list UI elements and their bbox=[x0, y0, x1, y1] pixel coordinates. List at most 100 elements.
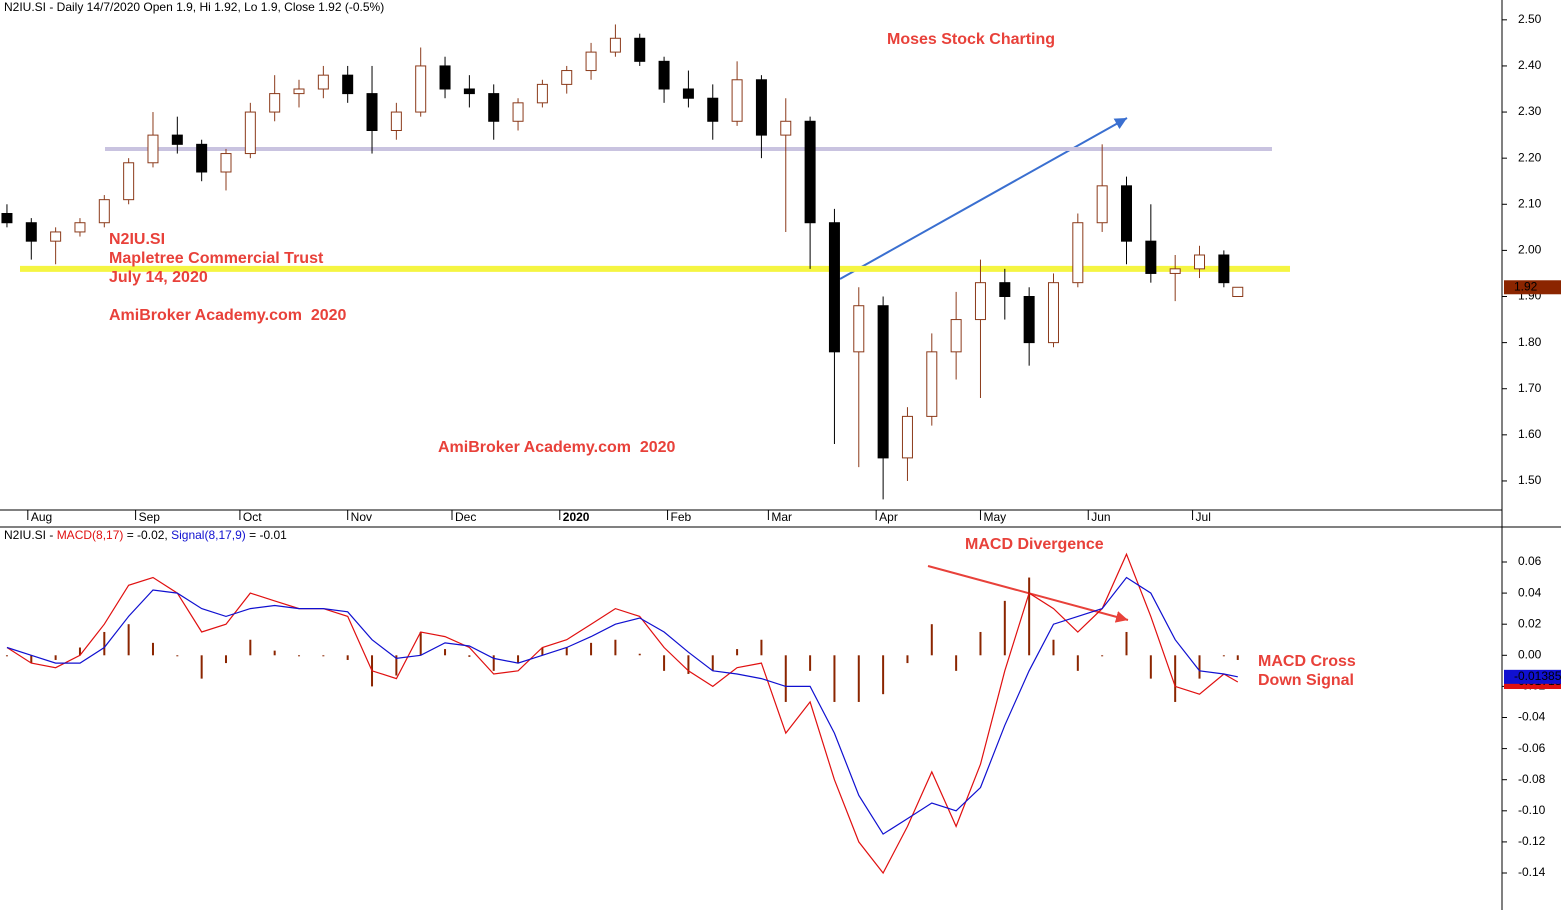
histogram-bar bbox=[541, 647, 544, 656]
histogram-bar bbox=[1003, 600, 1006, 656]
histogram-bar bbox=[736, 649, 739, 656]
candle-body bbox=[293, 88, 305, 95]
candle-body bbox=[755, 79, 767, 136]
candle-body bbox=[196, 143, 208, 173]
candle-body bbox=[171, 134, 183, 145]
x-tick-label: 2020 bbox=[563, 510, 590, 524]
histogram-bar bbox=[103, 631, 106, 656]
histogram-bar bbox=[590, 642, 593, 656]
candle-body bbox=[731, 79, 743, 122]
candle-body bbox=[585, 51, 597, 72]
histogram-bar bbox=[760, 639, 763, 656]
y-tick-label: 2.20 bbox=[1518, 150, 1542, 164]
histogram-bar bbox=[249, 639, 252, 656]
y-tick-label: 2.10 bbox=[1518, 196, 1542, 210]
histogram-bar bbox=[30, 655, 33, 664]
histogram-bar bbox=[906, 655, 909, 664]
candle-body bbox=[804, 120, 816, 224]
x-tick-label: Jun bbox=[1091, 510, 1110, 524]
histogram-bar bbox=[200, 655, 203, 679]
candle-body bbox=[415, 65, 427, 113]
candle-body bbox=[950, 319, 962, 353]
y-tick-label: 0.06 bbox=[1518, 554, 1542, 568]
histogram-bar bbox=[468, 655, 471, 657]
annotation: Moses Stock Charting bbox=[887, 31, 1055, 48]
annotation: MACD Divergence bbox=[965, 536, 1104, 553]
y-tick-label: 2.00 bbox=[1518, 243, 1542, 257]
histogram-bar bbox=[1198, 655, 1201, 679]
histogram-bar bbox=[663, 655, 666, 671]
macd-header-prefix: N2IU.SI - bbox=[4, 528, 53, 542]
candle-body bbox=[1169, 268, 1181, 274]
histogram-bar bbox=[784, 655, 787, 702]
histogram-bar bbox=[955, 655, 958, 671]
y-tick-label: 2.40 bbox=[1518, 58, 1542, 72]
macd-readout: = -0.02, bbox=[127, 528, 168, 542]
histogram-bar bbox=[638, 653, 641, 656]
candle-body bbox=[488, 93, 500, 122]
last-value-label: -0.01385 bbox=[1514, 669, 1561, 683]
histogram-bar bbox=[565, 647, 568, 656]
candle-body bbox=[74, 222, 86, 233]
candle-body bbox=[1218, 254, 1230, 284]
histogram-bar bbox=[614, 639, 617, 656]
y-tick-label: -0.04 bbox=[1518, 710, 1546, 724]
histogram-bar bbox=[78, 647, 81, 656]
histogram-bar bbox=[1028, 577, 1031, 656]
histogram-bar bbox=[1101, 655, 1104, 657]
annotation: MACD Cross bbox=[1258, 653, 1356, 670]
candle-body bbox=[342, 74, 354, 95]
y-tick-label: 2.30 bbox=[1518, 104, 1542, 118]
candle-body bbox=[366, 93, 378, 131]
candle-body bbox=[220, 153, 232, 173]
annotation: N2IU.SI bbox=[109, 231, 165, 248]
candle-body bbox=[682, 88, 694, 99]
histogram-bar bbox=[1052, 639, 1055, 656]
y-tick-label: 1.70 bbox=[1518, 381, 1542, 395]
candle-body bbox=[1023, 296, 1035, 344]
y-tick-label: 1.60 bbox=[1518, 427, 1542, 441]
candle-body bbox=[1232, 286, 1244, 298]
candle-body bbox=[439, 65, 451, 90]
annotation: AmiBroker Academy.com 2020 bbox=[109, 307, 347, 324]
histogram-bar bbox=[517, 655, 520, 664]
histogram-bar bbox=[322, 655, 325, 657]
histogram-bar bbox=[979, 631, 982, 656]
candle-body bbox=[561, 70, 573, 85]
histogram-bar bbox=[492, 655, 495, 671]
candle-body bbox=[244, 111, 256, 155]
histogram-bar bbox=[687, 655, 690, 674]
histogram-bar bbox=[1125, 631, 1128, 656]
candle-body bbox=[828, 222, 840, 353]
histogram-bar bbox=[930, 624, 933, 656]
candle-body bbox=[390, 111, 402, 131]
macd-line bbox=[6, 552, 1239, 875]
histogram-bar bbox=[346, 655, 349, 660]
annotation: Down Signal bbox=[1258, 672, 1354, 689]
histogram-bar bbox=[127, 624, 130, 656]
histogram-bar bbox=[151, 642, 154, 656]
y-tick-label: 0.02 bbox=[1518, 616, 1542, 630]
histogram-bar bbox=[5, 655, 8, 657]
histogram-bar bbox=[419, 631, 422, 656]
candle-body bbox=[1121, 185, 1132, 242]
y-tick-label: 0.00 bbox=[1518, 647, 1542, 661]
y-tick-label: 1.80 bbox=[1518, 335, 1542, 349]
histogram-bar bbox=[1076, 655, 1079, 671]
histogram-bar bbox=[1222, 655, 1225, 657]
candle-body bbox=[1047, 282, 1059, 344]
y-tick-label: -0.12 bbox=[1518, 834, 1546, 848]
annotation: July 14, 2020 bbox=[109, 269, 208, 286]
candle-body bbox=[123, 162, 135, 201]
histogram-bar bbox=[444, 649, 447, 656]
histogram-bar bbox=[711, 655, 714, 671]
x-tick-label: Dec bbox=[455, 510, 476, 524]
candle-body bbox=[1072, 222, 1084, 284]
y-tick-label: -0.10 bbox=[1518, 803, 1546, 817]
y-tick-label: 2.50 bbox=[1518, 12, 1542, 26]
histogram-bar bbox=[176, 655, 179, 657]
last-price-label: 1.92 bbox=[1514, 279, 1538, 293]
legend-entry: Signal(8,17,9) bbox=[171, 528, 246, 542]
x-tick-label: May bbox=[983, 510, 1006, 524]
candle-body bbox=[658, 60, 670, 90]
